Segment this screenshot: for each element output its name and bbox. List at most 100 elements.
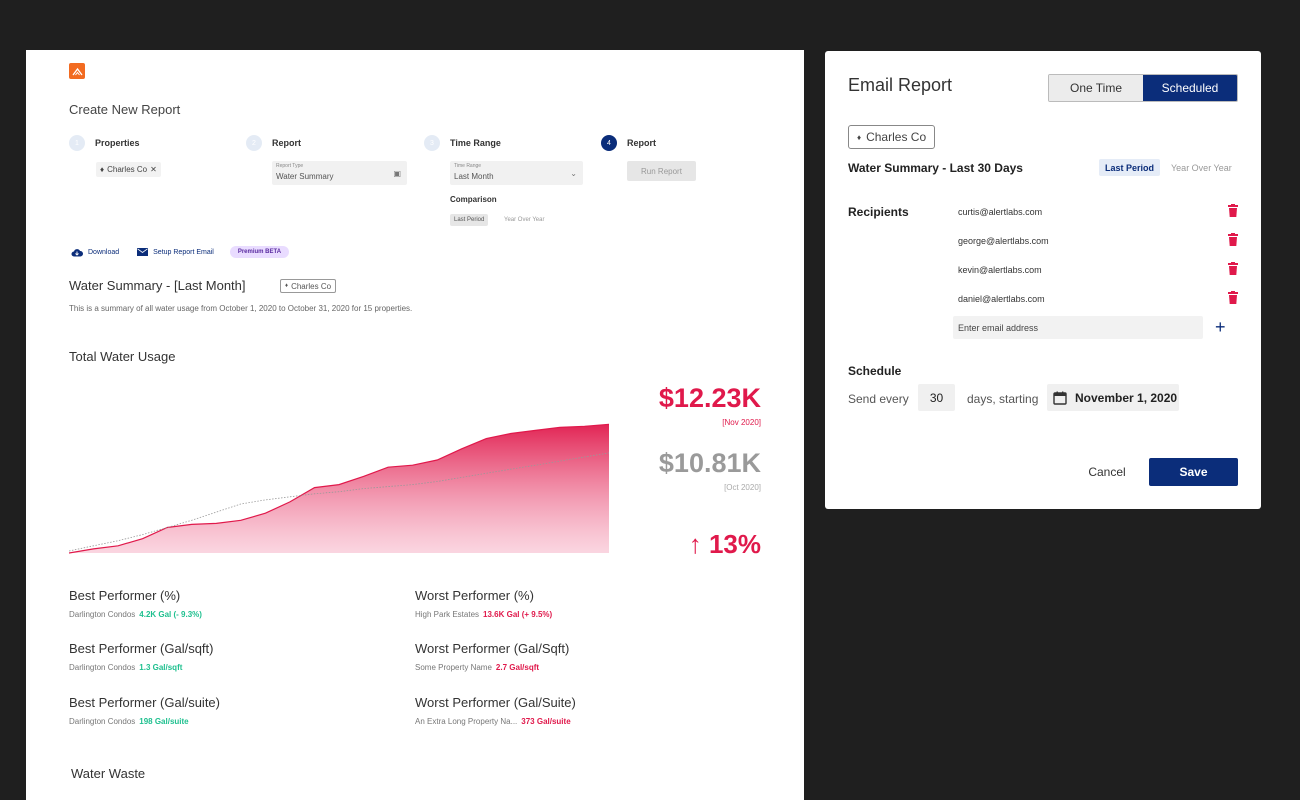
- recipients-label: Recipients: [848, 205, 909, 219]
- best-performer-percent: Best Performer (%) Darlington Condos 4.2K…: [69, 588, 389, 619]
- trash-icon[interactable]: [1228, 233, 1238, 246]
- performer-value: 2.7 Gal/sqft: [495, 663, 540, 672]
- performer-name: Darlington Condos: [69, 610, 136, 619]
- step-label: Report: [272, 138, 301, 148]
- previous-period-line: [69, 452, 609, 552]
- calendar-icon: [1053, 391, 1067, 405]
- summary-description: This is a summary of all water usage fro…: [69, 304, 413, 313]
- performer-name: An Extra Long Property Na...: [415, 717, 518, 726]
- report-panel: Create New Report 1 Properties 2 Report …: [26, 50, 804, 800]
- time-range-sublabel: Time Range: [454, 163, 482, 169]
- save-button[interactable]: Save: [1149, 458, 1238, 486]
- performer-name: Darlington Condos: [69, 717, 136, 726]
- water-usage-chart: [69, 423, 609, 554]
- send-every-label: Send every: [848, 392, 909, 406]
- performer-title: Best Performer (%): [69, 588, 181, 603]
- remove-icon[interactable]: ✕: [150, 165, 157, 174]
- trash-icon[interactable]: [1228, 262, 1238, 275]
- summary-title: Water Summary - [Last Month]: [69, 278, 246, 293]
- previous-period-label: [Oct 2020]: [724, 483, 761, 492]
- property-chip[interactable]: ♦ Charles Co ✕: [96, 162, 161, 177]
- performer-title: Worst Performer (Gal/Suite): [415, 695, 576, 710]
- current-period-line: [69, 423, 609, 554]
- step-number: 1: [69, 135, 85, 151]
- cancel-button[interactable]: Cancel: [1070, 458, 1144, 486]
- arrow-up-icon: ↑: [688, 529, 702, 559]
- best-performer-sqft: Best Performer (Gal/sqft) Darlington Con…: [69, 641, 389, 672]
- comparison-title: Comparison: [450, 195, 497, 204]
- run-report-button[interactable]: Run Report: [627, 161, 696, 181]
- new-email-input[interactable]: [953, 316, 1203, 339]
- current-period-total: $12.23K: [658, 383, 761, 413]
- checkbox-icon: ▣: [393, 169, 401, 178]
- property-chip-label: Charles Co: [866, 130, 927, 144]
- step-label: Report: [627, 138, 656, 148]
- usage-title: Total Water Usage: [69, 349, 176, 364]
- performer-name: High Park Estates: [415, 610, 480, 619]
- performer-value: 4.2K Gal (- 9.3%): [139, 610, 202, 619]
- performer-name: Darlington Condos: [69, 663, 136, 672]
- recipient-row: george@alertlabs.com: [958, 233, 1238, 246]
- download-link[interactable]: Download: [71, 248, 119, 257]
- tag-icon: ♦: [285, 283, 289, 289]
- days-starting-label: days, starting: [967, 392, 1039, 406]
- setup-email-label: Setup Report Email: [153, 248, 214, 256]
- recipient-email: kevin@alertlabs.com: [958, 265, 1042, 275]
- performer-value: 13.6K Gal (+ 9.5%): [483, 610, 553, 619]
- app-logo[interactable]: [69, 63, 85, 79]
- worst-performer-suite: Worst Performer (Gal/Suite) An Extra Lon…: [415, 695, 735, 726]
- setup-email-link[interactable]: Setup Report Email: [137, 248, 214, 256]
- start-date-picker[interactable]: November 1, 2020: [1047, 384, 1179, 411]
- change-percent: ↑ 13%: [689, 529, 761, 560]
- property-chip-label: Charles Co: [107, 165, 148, 174]
- previous-period-total: $10.81K: [658, 448, 761, 478]
- step-label: Properties: [95, 138, 140, 148]
- summary-property-chip: ♦ Charles Co: [280, 279, 337, 293]
- report-actions: Download Setup Report Email Premium BETA: [71, 246, 290, 258]
- recipient-row: daniel@alertlabs.com: [958, 291, 1238, 304]
- report-type-value: Water Summary: [276, 172, 334, 181]
- tab-one-time[interactable]: One Time: [1049, 75, 1143, 101]
- comparison-last-period[interactable]: Last Period: [450, 214, 489, 226]
- performer-title: Best Performer (Gal/sqft): [69, 641, 214, 656]
- time-range-value: Last Month: [454, 172, 494, 181]
- comparison-year-over-year[interactable]: Year Over Year: [504, 217, 545, 223]
- water-waste-title: Water Waste: [71, 766, 146, 781]
- report-type-sublabel: Report Type: [276, 163, 304, 169]
- step-number: 3: [424, 135, 440, 151]
- performer-value: 198 Gal/suite: [139, 717, 189, 726]
- download-label: Download: [88, 248, 120, 256]
- premium-beta-badge: Premium BETA: [229, 246, 290, 258]
- report-type-select[interactable]: Report Type Water Summary ▣: [272, 161, 407, 185]
- recipient-email: george@alertlabs.com: [958, 236, 1049, 246]
- step-label: Time Range: [450, 138, 501, 148]
- best-performer-suite: Best Performer (Gal/suite) Darlington Co…: [69, 695, 389, 726]
- tab-scheduled[interactable]: Scheduled: [1143, 75, 1237, 101]
- days-interval-input[interactable]: [918, 384, 955, 411]
- frequency-toggle: One Time Scheduled: [1048, 74, 1238, 102]
- add-recipient-icon[interactable]: +: [1215, 317, 1226, 337]
- performer-title: Worst Performer (Gal/Sqft): [415, 641, 570, 656]
- tag-icon: ♦: [100, 165, 105, 174]
- step-number: 2: [246, 135, 262, 151]
- dialog-title: Email Report: [848, 75, 953, 95]
- recipient-row: kevin@alertlabs.com: [958, 262, 1238, 275]
- page-title: Create New Report: [69, 102, 181, 117]
- schedule-label: Schedule: [848, 364, 902, 378]
- mail-icon: [137, 248, 149, 256]
- period-last-period[interactable]: Last Period: [1099, 159, 1161, 176]
- trash-icon[interactable]: [1228, 204, 1238, 217]
- property-chip: ♦ Charles Co: [848, 125, 936, 149]
- time-range-select[interactable]: Time Range Last Month ⌄: [450, 161, 583, 185]
- period-year-over-year[interactable]: Year Over Year: [1171, 163, 1232, 173]
- trash-icon[interactable]: [1228, 291, 1238, 304]
- logo-icon: [71, 67, 83, 75]
- recipient-email: curtis@alertlabs.com: [958, 207, 1043, 217]
- worst-performer-sqft: Worst Performer (Gal/Sqft) Some Property…: [415, 641, 735, 672]
- performer-value: 373 Gal/suite: [521, 717, 571, 726]
- performer-title: Best Performer (Gal/suite): [69, 695, 220, 710]
- performer-title: Worst Performer (%): [415, 588, 534, 603]
- email-report-dialog: Email Report One Time Scheduled ♦ Charle…: [825, 51, 1261, 509]
- performer-value: 1.3 Gal/sqft: [139, 663, 183, 672]
- tag-icon: ♦: [857, 132, 862, 142]
